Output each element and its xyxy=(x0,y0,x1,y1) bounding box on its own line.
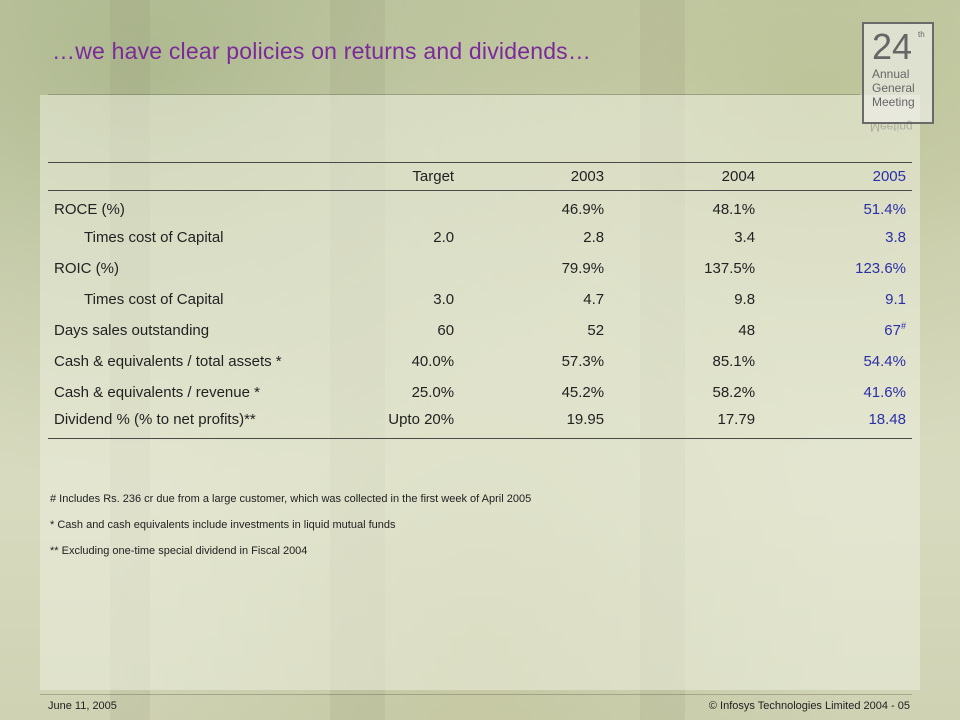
table-header-row: Target 2003 2004 2005 xyxy=(48,162,912,191)
cell-2004: 48.1% xyxy=(712,200,756,218)
footnote: * Cash and cash equivalents include inve… xyxy=(50,519,396,531)
cell-2003: 52 xyxy=(587,321,605,339)
cell-target xyxy=(352,253,460,284)
cell-target: 40.0% xyxy=(411,352,455,370)
logo-line-general: General xyxy=(872,81,915,95)
footer-copyright: © Infosys Technologies Limited 2004 - 05 xyxy=(708,700,910,712)
cell-2003: 79.9% xyxy=(561,259,605,277)
row-label: Times cost of Capital xyxy=(84,290,224,308)
cell-2003: 4.7 xyxy=(583,290,605,308)
header-2003: 2003 xyxy=(460,162,611,191)
table-row: Days sales outstanding 60 52 48 67# xyxy=(48,315,912,346)
cell-2003: 2.8 xyxy=(583,228,605,246)
header-label xyxy=(48,162,352,191)
cell-2003: 19.95 xyxy=(460,407,611,439)
cell-2004: 48 xyxy=(738,321,756,339)
cell-target: 25.0% xyxy=(411,383,455,401)
cell-2005: 123.6% xyxy=(855,259,906,277)
row-label: ROIC (%) xyxy=(54,259,119,277)
logo-suffix: th xyxy=(918,30,925,39)
footnote: # Includes Rs. 236 cr due from a large c… xyxy=(50,493,532,505)
cell-target: 60 xyxy=(437,321,455,339)
cell-2004: 9.8 xyxy=(734,290,756,308)
cell-2005: 18.48 xyxy=(761,407,912,439)
footer-date: June 11, 2005 xyxy=(48,700,117,712)
logo-number: 24 xyxy=(872,26,913,67)
table-row: Dividend % (% to net profits)** Upto 20%… xyxy=(48,407,912,439)
cell-2005: 41.6% xyxy=(863,383,906,401)
slide-title: …we have clear policies on returns and d… xyxy=(52,38,592,64)
cell-target: Upto 20% xyxy=(351,407,461,439)
logo-line-meeting: Meeting xyxy=(872,95,915,109)
row-label: Cash & equivalents / revenue * xyxy=(54,383,260,401)
header-target: Target xyxy=(351,162,461,191)
footnote-mark: # xyxy=(900,321,906,331)
cell-target xyxy=(352,191,460,222)
header-2005: 2005 xyxy=(761,162,912,191)
returns-dividends-table: Target 2003 2004 2005 ROCE (%) 46.9% 48.… xyxy=(48,162,912,439)
header-2004: 2004 xyxy=(610,162,762,191)
table-row: Cash & equivalents / total assets * 40.0… xyxy=(48,346,912,377)
logo-reflection: Meeting xyxy=(870,120,913,134)
row-label: Times cost of Capital xyxy=(84,228,224,246)
cell-2004: 85.1% xyxy=(712,352,756,370)
cell-2005: 51.4% xyxy=(863,200,906,218)
cell-2004: 58.2% xyxy=(712,383,756,401)
cell-2005: 3.8 xyxy=(885,228,906,246)
content-panel xyxy=(40,95,920,690)
footnotes: # Includes Rs. 236 cr due from a large c… xyxy=(50,492,531,570)
table-row: Times cost of Capital 2.0 2.8 3.4 3.8 xyxy=(48,222,912,253)
row-label: Cash & equivalents / total assets * xyxy=(54,352,282,370)
row-label: ROCE (%) xyxy=(54,200,125,218)
cell-2004: 137.5% xyxy=(704,259,756,277)
agm-logo: 24 th Annual General Meeting xyxy=(862,22,934,124)
cell-2003: 46.9% xyxy=(561,200,605,218)
cell-2005: 67# xyxy=(761,315,912,346)
table-row: Cash & equivalents / revenue * 25.0% 45.… xyxy=(48,377,912,408)
cell-target: 3.0 xyxy=(433,290,455,308)
cell-2003: 57.3% xyxy=(561,352,605,370)
cell-2005: 9.1 xyxy=(885,290,906,308)
cell-2004: 17.79 xyxy=(610,407,762,439)
title-divider xyxy=(48,94,860,95)
table-row: Times cost of Capital 3.0 4.7 9.8 9.1 xyxy=(48,284,912,315)
footer-divider xyxy=(40,694,912,695)
cell-2005-value: 67 xyxy=(884,322,901,339)
table-row: ROCE (%) 46.9% 48.1% 51.4% xyxy=(48,191,912,222)
row-label: Dividend % (% to net profits)** xyxy=(48,407,352,439)
cell-2004: 3.4 xyxy=(734,228,756,246)
cell-2003: 45.2% xyxy=(561,383,605,401)
cell-target: 2.0 xyxy=(433,228,455,246)
table-row: ROIC (%) 79.9% 137.5% 123.6% xyxy=(48,253,912,284)
logo-line-annual: Annual xyxy=(872,67,910,81)
footnote: ** Excluding one-time special dividend i… xyxy=(50,545,308,557)
row-label: Days sales outstanding xyxy=(54,321,210,339)
cell-2005: 54.4% xyxy=(863,352,906,370)
